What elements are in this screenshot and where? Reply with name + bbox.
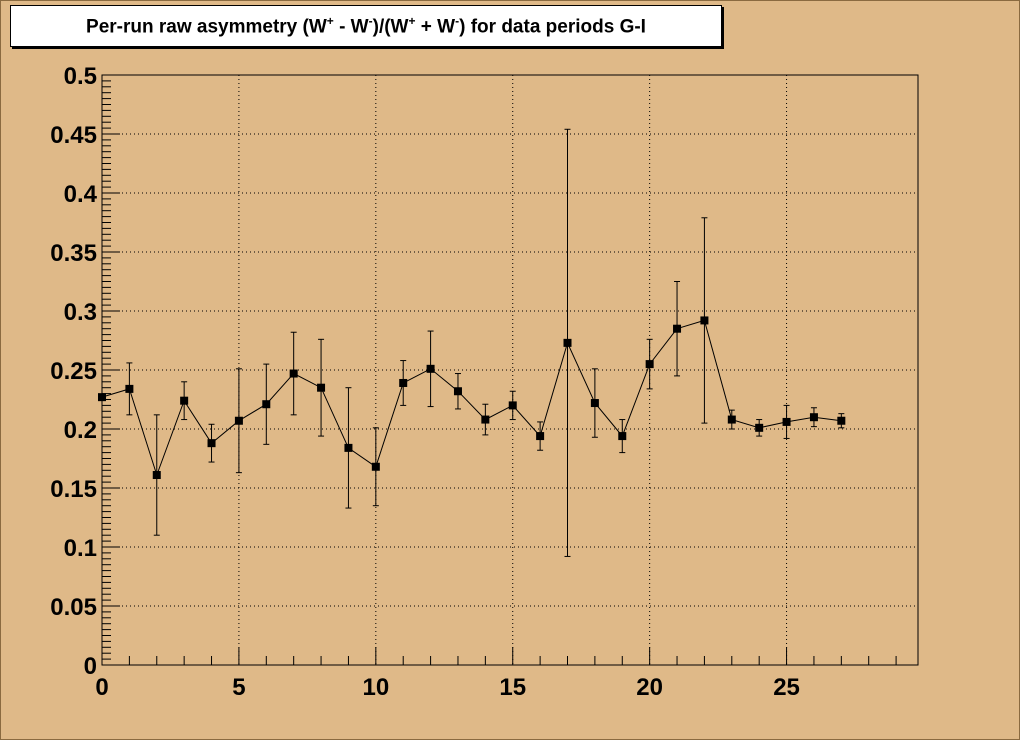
data-point xyxy=(152,471,161,480)
y-tick-label: 0.5 xyxy=(64,63,97,90)
x-tick-label: 5 xyxy=(232,674,245,701)
series-line xyxy=(101,319,842,477)
data-point xyxy=(837,416,846,425)
data-point xyxy=(234,416,243,425)
data-point xyxy=(371,462,380,471)
data-point xyxy=(809,413,818,422)
y-tick-label: 0.3 xyxy=(64,299,97,326)
y-tick-label: 0.35 xyxy=(50,240,97,267)
data-point xyxy=(590,399,599,408)
axis-ticks xyxy=(101,74,897,666)
data-point xyxy=(563,338,572,347)
grid-layer xyxy=(102,75,918,665)
data-point xyxy=(673,324,682,333)
data-point xyxy=(125,384,134,393)
y-tick-label: 0.05 xyxy=(50,594,97,621)
data-point xyxy=(618,432,627,441)
y-tick-label: 0.2 xyxy=(64,417,97,444)
y-tick-label: 0.15 xyxy=(50,476,97,503)
y-tick-label: 0.1 xyxy=(64,535,97,562)
y-tick-label: 0.25 xyxy=(50,358,97,385)
x-tick-label: 0 xyxy=(95,674,108,701)
x-tick-label: 20 xyxy=(636,674,663,701)
data-point xyxy=(98,393,106,402)
x-tick-label: 15 xyxy=(499,674,526,701)
data-point xyxy=(755,423,764,432)
tick-labels: 0 5 10 15 20 25 0 0.05 0.1 0.15 0.2 0.25 0.3 0.35 0.4 0… xyxy=(50,63,800,701)
y-tick-label: 0.4 xyxy=(64,181,98,208)
data-point xyxy=(508,401,517,410)
data-point xyxy=(700,316,709,325)
data-point xyxy=(317,383,326,392)
data-point xyxy=(481,415,490,424)
x-tick-label: 25 xyxy=(773,674,800,701)
y-tick-label: 0 xyxy=(84,653,97,680)
x-tick-label: 10 xyxy=(362,674,389,701)
data-point xyxy=(426,364,435,373)
data-point xyxy=(262,400,271,409)
data-point xyxy=(453,387,462,396)
data-point xyxy=(645,360,654,369)
data-point xyxy=(180,396,189,405)
data-point xyxy=(782,417,791,426)
data-points xyxy=(98,316,846,480)
chart-title: Per-run raw asymmetry (W+ - W-)/(W+ + W-… xyxy=(86,13,646,38)
data-point xyxy=(207,439,216,448)
data-point xyxy=(289,369,298,378)
data-point xyxy=(536,432,545,441)
data-point xyxy=(727,415,736,424)
data-point xyxy=(399,378,408,387)
data-point xyxy=(344,443,353,452)
y-tick-label: 0.45 xyxy=(50,122,97,149)
chart-title-box: Per-run raw asymmetry (W+ - W-)/(W+ + W-… xyxy=(10,5,722,47)
